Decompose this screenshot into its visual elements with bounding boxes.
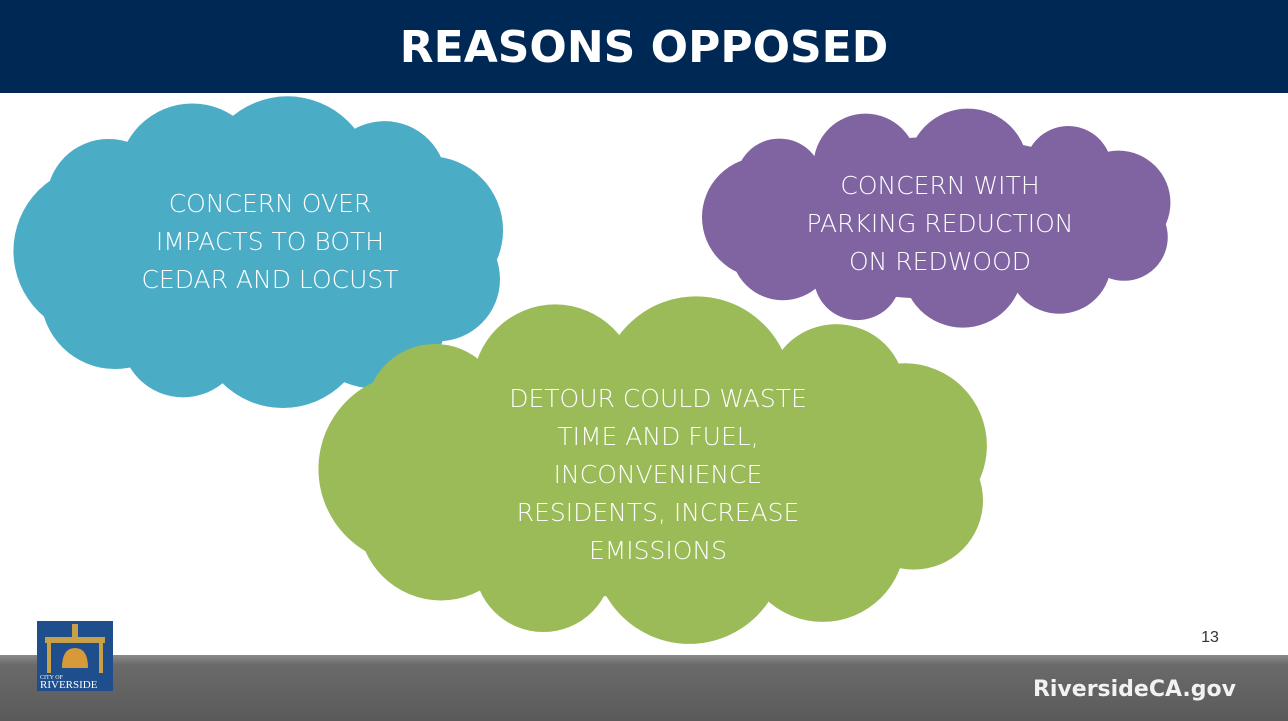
cloud-text: TIME AND FUEL, bbox=[557, 422, 758, 451]
logo-post bbox=[99, 643, 103, 673]
cloud-bump bbox=[735, 138, 824, 226]
header-bar bbox=[0, 0, 1288, 93]
logo-text: CITY OF bbox=[40, 675, 64, 681]
logo-post bbox=[47, 643, 51, 673]
city-logo: CITY OF RIVERSIDE bbox=[37, 621, 113, 691]
cloud-bump bbox=[821, 363, 987, 529]
cloud-layer: CONCERN OVER IMPACTS TO BOTH CEDAR AND LOC… bbox=[13, 96, 1171, 644]
cloud-bump bbox=[593, 452, 785, 644]
cloud-text: PARKING REDUCTION bbox=[807, 209, 1074, 238]
cloud-bump bbox=[600, 296, 792, 488]
cloud-text: INCONVENIENCE bbox=[554, 460, 763, 489]
logo-bell bbox=[62, 648, 88, 668]
cloud-bump bbox=[813, 232, 902, 321]
cloud-text: CEDAR AND LOCUST bbox=[141, 265, 398, 294]
footer-website: RiversideCA.gov bbox=[1033, 677, 1237, 702]
cloud-text: DETOUR COULD WASTE bbox=[509, 384, 807, 413]
cloud: CONCERN WITH PARKING REDUCTION ON REDWOOD bbox=[701, 108, 1171, 328]
cloud-bump bbox=[907, 108, 1029, 230]
cloud-text: EMISSIONS bbox=[589, 536, 727, 565]
logo-text: RIVERSIDE bbox=[40, 679, 98, 691]
cloud-text: IMPACTS TO BOTH bbox=[156, 227, 384, 256]
cloud-text: RESIDENTS, INCREASE bbox=[517, 498, 800, 527]
logo-cross bbox=[72, 624, 78, 640]
cloud-bump bbox=[472, 304, 638, 470]
footer-bar bbox=[0, 655, 1288, 721]
cloud-bump bbox=[902, 206, 1024, 328]
cloud-text: ON REDWOOD bbox=[849, 247, 1031, 276]
cloud: CONCERN OVER IMPACTS TO BOTH CEDAR AND LOC… bbox=[13, 96, 504, 409]
page-number: 13 bbox=[1201, 629, 1219, 646]
cloud: DETOUR COULD WASTE TIME AND FUEL, INCONVEN… bbox=[318, 296, 987, 644]
cloud-bump bbox=[813, 113, 918, 218]
cloud-text: CONCERN OVER bbox=[169, 189, 372, 218]
cloud-bump bbox=[355, 156, 504, 305]
cloud-bump bbox=[196, 236, 369, 409]
cloud-text: CONCERN WITH bbox=[840, 171, 1039, 200]
slide-title: REASONS OPPOSED bbox=[400, 22, 889, 73]
cloud-bump bbox=[1066, 150, 1171, 255]
cloud-bump bbox=[365, 343, 505, 483]
cloud-bump bbox=[201, 96, 374, 268]
